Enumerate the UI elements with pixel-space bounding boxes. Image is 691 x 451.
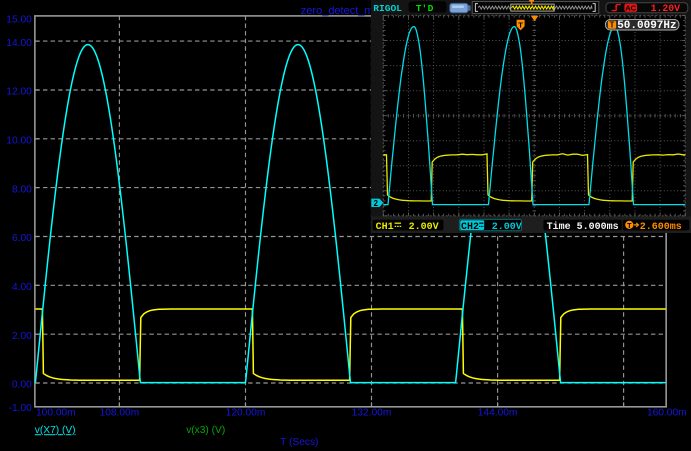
svg-text:15.00: 15.00 — [6, 14, 32, 25]
svg-text:10.00: 10.00 — [6, 136, 32, 147]
svg-text:T (Secs): T (Secs) — [280, 437, 318, 448]
svg-text:v(X7) (V): v(X7) (V) — [35, 425, 76, 436]
svg-text:RIGOL: RIGOL — [373, 3, 402, 14]
svg-text:108.00m: 108.00m — [100, 407, 140, 418]
svg-text:CH1: CH1 — [376, 222, 394, 233]
svg-text:T: T — [518, 20, 523, 29]
svg-text:2.00V: 2.00V — [492, 222, 522, 233]
svg-text:T: T — [610, 21, 615, 30]
svg-text:zero_detect_mc: zero_detect_mc — [301, 5, 380, 17]
svg-text:12.00: 12.00 — [6, 87, 32, 98]
svg-text:100.00m: 100.00m — [36, 407, 76, 418]
svg-text:50.0097Hz: 50.0097Hz — [617, 20, 676, 32]
svg-text:132.00m: 132.00m — [352, 407, 392, 418]
svg-text:v(x3) (V): v(x3) (V) — [186, 425, 225, 436]
svg-text:4.00: 4.00 — [12, 282, 32, 293]
svg-text:8.00: 8.00 — [12, 184, 32, 195]
svg-text:2.00: 2.00 — [12, 331, 32, 342]
svg-text:2.00V: 2.00V — [409, 222, 439, 233]
svg-text:1.20V: 1.20V — [651, 3, 681, 14]
svg-text:0.00: 0.00 — [12, 380, 32, 391]
svg-text:-1.00: -1.00 — [9, 403, 33, 414]
svg-text:144.00m: 144.00m — [478, 407, 518, 418]
svg-text:T: T — [627, 221, 632, 230]
svg-text:6.00: 6.00 — [12, 233, 32, 244]
svg-text:AC: AC — [625, 3, 636, 12]
svg-text:2.600ms: 2.600ms — [640, 222, 682, 233]
svg-text:D: D — [428, 3, 434, 14]
svg-text:T': T' — [416, 3, 428, 14]
svg-text:160.00m: 160.00m — [647, 407, 687, 418]
svg-text:2: 2 — [374, 199, 379, 208]
svg-text:14.00: 14.00 — [6, 38, 32, 49]
svg-text:Time 5.000ms: Time 5.000ms — [547, 221, 619, 233]
svg-text:CH2: CH2 — [461, 222, 479, 233]
svg-text:120.00m: 120.00m — [226, 407, 266, 418]
